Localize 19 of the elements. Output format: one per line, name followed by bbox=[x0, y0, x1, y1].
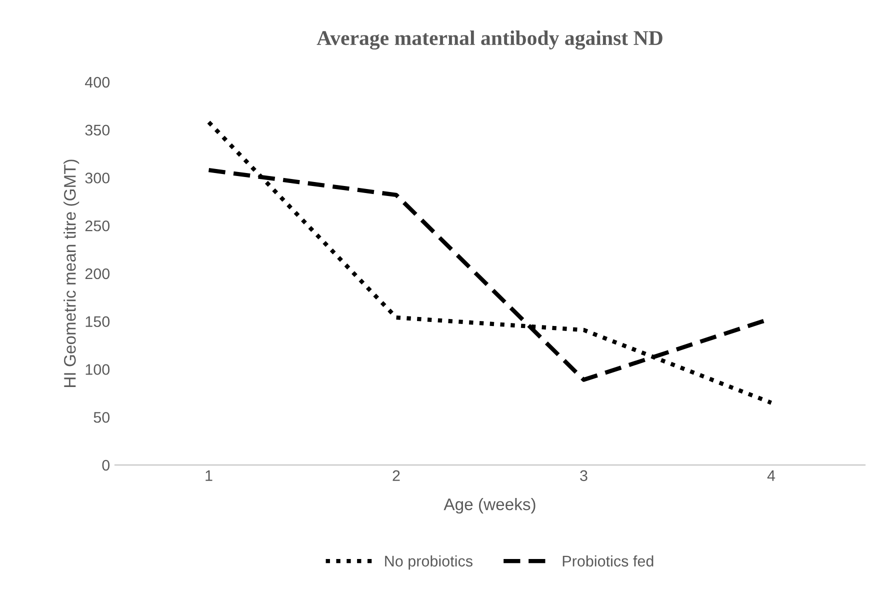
line-series bbox=[206, 120, 774, 405]
legend-label: Probiotics fed bbox=[562, 555, 654, 567]
x-tick-label: 4 bbox=[767, 470, 776, 481]
y-tick-label: 0 bbox=[102, 460, 110, 471]
y-tick-label: 50 bbox=[94, 412, 110, 423]
legend-label: No probiotics bbox=[385, 555, 472, 570]
x-tick-label: 3 bbox=[580, 470, 588, 482]
y-tick-label: 150 bbox=[86, 316, 110, 328]
y-tick-label: 200 bbox=[85, 268, 110, 280]
y-tick-label: 100 bbox=[86, 364, 110, 375]
y-tick-label: 400 bbox=[85, 76, 110, 88]
x-tick-label: 1 bbox=[206, 470, 212, 481]
y-tick-label: 300 bbox=[85, 172, 110, 184]
y-axis-title: HI Geometric mean titre (GMT) bbox=[64, 160, 80, 387]
x-tick-label: 2 bbox=[392, 470, 400, 481]
x-axis-title: Age (weeks) bbox=[444, 498, 536, 514]
y-tick-label: 250 bbox=[85, 220, 110, 232]
y-tick-label: 350 bbox=[85, 124, 110, 136]
chart-title: Average maternal antibody against ND bbox=[316, 30, 662, 50]
